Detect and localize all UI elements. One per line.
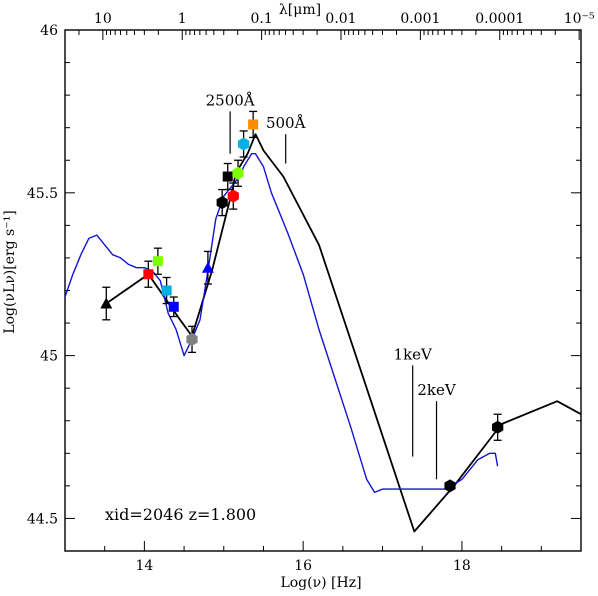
- data-point-square: [248, 119, 259, 130]
- data-point-hexagon: [238, 137, 250, 151]
- data-point-hexagon: [232, 166, 244, 180]
- data-point-hexagon: [186, 332, 198, 346]
- top-tick-label: 0.001: [400, 11, 440, 27]
- x-tick-label: 16: [294, 558, 312, 574]
- x-axis-title: Log(ν) [Hz]: [280, 575, 361, 591]
- x-tick-label: 14: [135, 558, 153, 574]
- plot-frame: [64, 29, 582, 552]
- data-point-triangle: [201, 261, 214, 273]
- marker-label: 1keV: [394, 345, 434, 363]
- top-tick-label: 10⁻⁵: [564, 11, 595, 27]
- model-curve: [105, 133, 582, 533]
- wavelength-energy-markers: 2500Å 500Å 1keV 2keV: [206, 91, 457, 480]
- data-point-square: [222, 171, 233, 182]
- axis-ticks: [64, 29, 582, 552]
- y-axis-title: Log(νLν)[erg s⁻¹]: [2, 210, 18, 333]
- top-tick-label: 0.1: [250, 11, 272, 27]
- data-point-hexagon: [492, 420, 504, 434]
- y-tick-label: 45.5: [27, 186, 58, 202]
- annotation-text: xid=2046 z=1.800: [105, 505, 256, 524]
- marker-label: 2keV: [417, 381, 457, 399]
- data-point-triangle: [100, 297, 113, 309]
- top-tick-label: 0.01: [325, 11, 356, 27]
- top-tick-label: 1: [178, 11, 187, 27]
- y-tick-label: 46: [40, 23, 58, 39]
- tick-labels: 14 16 18 44.5 45 45.5 46 10 1 0.1 0.01 0.001 0.0001 1…: [27, 11, 595, 574]
- y-tick-label: 44.5: [27, 511, 58, 527]
- top-tick-label: 10: [94, 11, 112, 27]
- curves: [64, 133, 582, 533]
- marker-label: 500Å: [266, 114, 306, 132]
- x-tick-label: 18: [453, 558, 471, 574]
- top-axis-title: λ[μm]: [279, 2, 321, 18]
- template-curve: [64, 153, 499, 494]
- data-point-hexagon: [444, 479, 456, 493]
- marker-label: 2500Å: [206, 91, 255, 109]
- data-point-square: [152, 256, 163, 267]
- data-point-square: [168, 301, 179, 312]
- data-point-hexagon: [216, 196, 228, 210]
- data-point-square: [143, 269, 154, 280]
- y-tick-label: 45: [40, 349, 58, 365]
- data-point-square: [161, 285, 172, 296]
- photometric-points: [100, 110, 504, 493]
- top-tick-label: 0.0001: [475, 11, 524, 27]
- data-point-hexagon: [227, 189, 239, 203]
